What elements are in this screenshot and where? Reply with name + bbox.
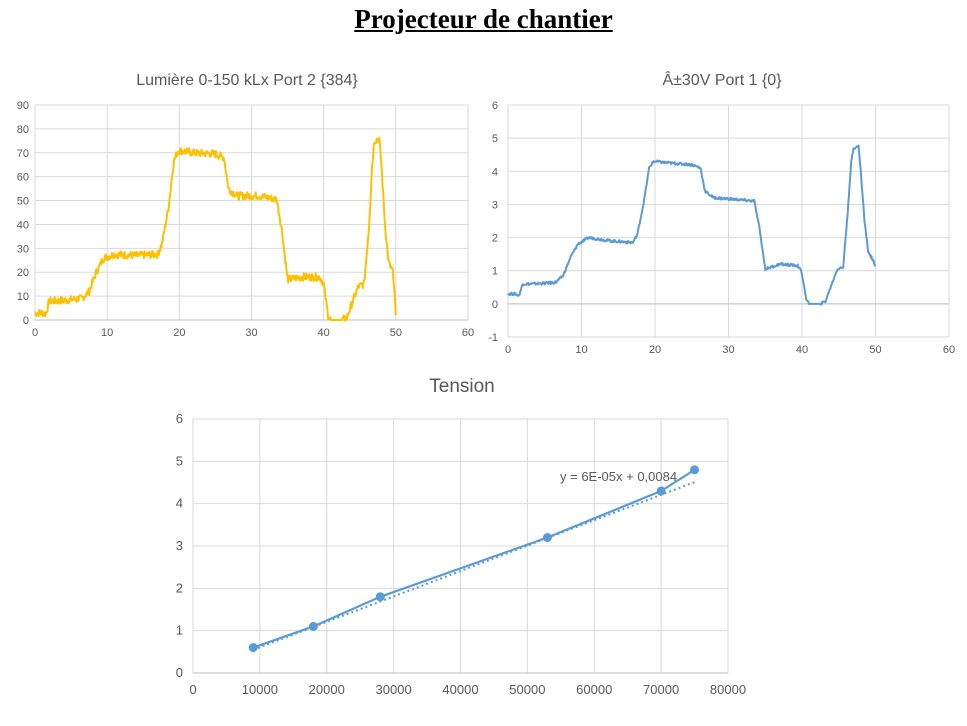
x-tick-label: 0 [505, 344, 511, 356]
y-tick-label: 70 [17, 148, 29, 160]
y-tick-label: 4 [176, 496, 183, 511]
chart-voltage-title: Â±30V Port 1 {0} [662, 70, 782, 89]
y-tick-label: 3 [176, 538, 183, 553]
data-point [308, 621, 318, 631]
x-tick-label: 10 [101, 327, 113, 339]
x-tick-label: 50000 [509, 682, 545, 697]
y-tick-label: 20 [17, 267, 29, 279]
data-point [656, 486, 666, 496]
series-line-lumiere [34, 136, 397, 322]
trendline-equation: y = 6E-05x + 0,0084 [560, 469, 677, 484]
y-tick-label: 5 [176, 453, 183, 468]
chart-tension: Tension 0 1 2 3 4 5 6 0 10000 20000 30000 40000 5000… [176, 376, 746, 697]
x-tick-label: 60 [943, 344, 955, 356]
y-tick-label: 2 [176, 580, 183, 595]
series-line-tension [252, 468, 696, 649]
y-tick-label: 40 [17, 219, 29, 231]
y-tick-label: 90 [17, 100, 29, 112]
x-tick-label: 50 [869, 344, 881, 356]
page-title: Projecteur de chantier [354, 4, 613, 34]
y-tick-label: 0 [492, 299, 498, 311]
data-point [542, 533, 552, 543]
data-point [248, 643, 258, 653]
chart-tension-title: Tension [429, 376, 495, 397]
y-tick-label: 2 [492, 233, 498, 245]
x-tick-label: 60 [462, 327, 474, 339]
y-tick-label: 5 [492, 133, 498, 145]
y-tick-label: 1 [492, 266, 498, 278]
x-tick-label: 10000 [242, 682, 278, 697]
y-tick-label: -1 [488, 332, 498, 344]
data-point [375, 592, 385, 602]
y-tick-label: 6 [492, 100, 498, 112]
trendline [252, 481, 695, 651]
chart-lumiere-title: Lumière 0-150 kLx Port 2 {384} [136, 72, 358, 89]
x-tick-label: 30000 [376, 682, 412, 697]
chart-lumiere: Lumière 0-150 kLx Port 2 {384} 0 10 20 30 40… [17, 72, 474, 339]
x-tick-label: 80000 [710, 682, 746, 697]
y-tick-label: 80 [17, 124, 29, 136]
x-tick-label: 30 [722, 344, 734, 356]
x-tick-label: 0 [189, 682, 196, 697]
x-tick-label: 40000 [442, 682, 478, 697]
x-tick-label: 40 [318, 327, 330, 339]
y-tick-label: 50 [17, 196, 29, 208]
x-tick-label: 20 [649, 344, 661, 356]
y-tick-label: 10 [17, 291, 29, 303]
x-tick-label: 50 [390, 327, 402, 339]
y-tick-label: 6 [176, 411, 183, 426]
x-tick-label: 20000 [309, 682, 345, 697]
x-tick-label: 40 [796, 344, 808, 356]
y-tick-label: 3 [492, 199, 498, 211]
x-tick-label: 30 [245, 327, 257, 339]
x-tick-label: 70000 [643, 682, 679, 697]
y-tick-label: 0 [23, 315, 29, 327]
x-tick-label: 10 [575, 344, 587, 356]
y-tick-label: 30 [17, 243, 29, 255]
y-tick-label: 60 [17, 172, 29, 184]
y-tick-label: 0 [176, 665, 183, 680]
data-point [690, 465, 700, 475]
y-tick-label: 1 [176, 623, 183, 638]
y-tick-label: 4 [492, 166, 498, 178]
x-tick-label: 20 [173, 327, 185, 339]
x-tick-label: 60000 [576, 682, 612, 697]
series-line-voltage [507, 144, 876, 306]
x-tick-label: 0 [32, 327, 38, 339]
